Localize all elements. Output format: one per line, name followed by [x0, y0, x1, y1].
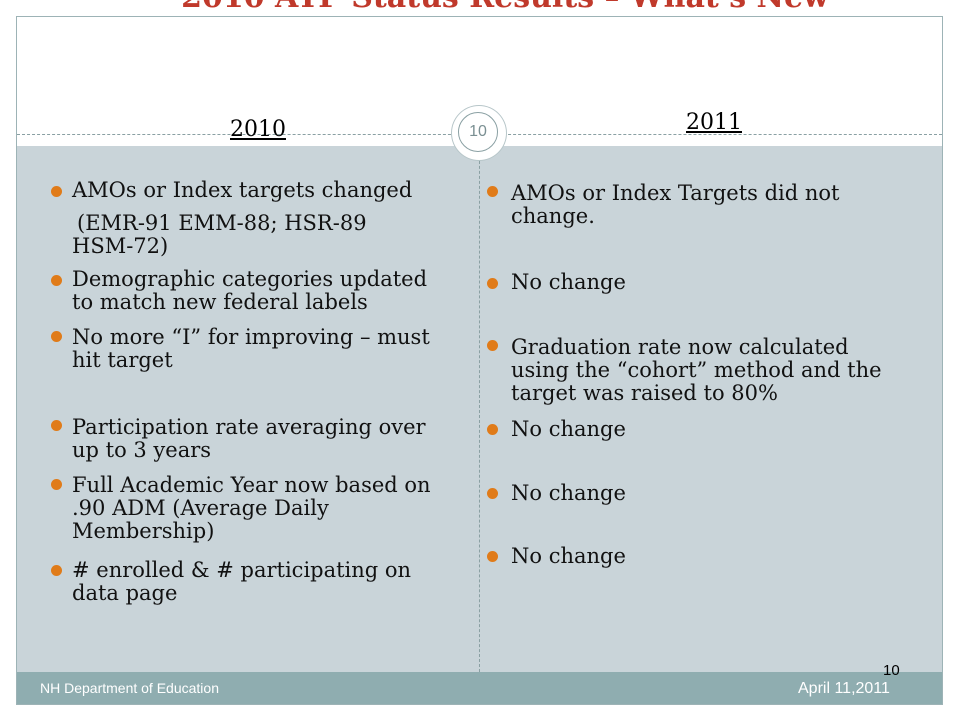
footer-bar — [17, 672, 942, 704]
left-item-4: Participation rate averaging over up to … — [72, 415, 426, 462]
left-item-6: # enrolled & # participating on data pag… — [72, 558, 412, 605]
slide-title: 2010 AYP Status Results – What’s New — [0, 0, 960, 15]
slide-frame — [16, 16, 943, 705]
page-number-badge-label: 10 — [458, 112, 498, 152]
left-item-2: Demographic categories updated to match … — [72, 267, 428, 314]
bullet-icon — [487, 186, 498, 197]
right-item-6: No change — [511, 544, 626, 568]
bullet-icon — [487, 551, 498, 562]
left-item-1-detail: (EMR-91 EMM-88; HSR-89 HSM-72) — [72, 211, 367, 258]
bullet-icon — [487, 488, 498, 499]
column-heading-2010: 2010 — [230, 117, 286, 142]
footer-page-number: 10 — [883, 662, 900, 679]
left-item-5: Full Academic Year now based on .90 ADM … — [72, 473, 431, 543]
left-item-3: No more “I” for improving – must hit tar… — [72, 325, 430, 372]
right-item-2: No change — [511, 270, 626, 294]
right-item-4: No change — [511, 417, 626, 441]
footer-date: April 11,2011 — [798, 680, 890, 697]
footer-organization: NH Department of Education — [40, 680, 219, 696]
column-divider — [479, 146, 480, 672]
bullet-icon — [51, 565, 62, 576]
bullet-icon — [487, 340, 498, 351]
bullet-icon — [51, 186, 62, 197]
bullet-icon — [51, 331, 62, 342]
bullet-icon — [487, 278, 498, 289]
bullet-icon — [51, 275, 62, 286]
column-heading-2011: 2011 — [686, 110, 742, 135]
bullet-icon — [51, 420, 62, 431]
right-item-5: No change — [511, 481, 626, 505]
bullet-icon — [487, 424, 498, 435]
page-number-badge: 10 — [452, 106, 506, 160]
bullet-icon — [51, 479, 62, 490]
right-item-3: Graduation rate now calculated using the… — [511, 335, 882, 405]
left-item-1: AMOs or Index targets changed — [72, 178, 413, 202]
right-item-1: AMOs or Index Targets did not change. — [511, 181, 840, 228]
